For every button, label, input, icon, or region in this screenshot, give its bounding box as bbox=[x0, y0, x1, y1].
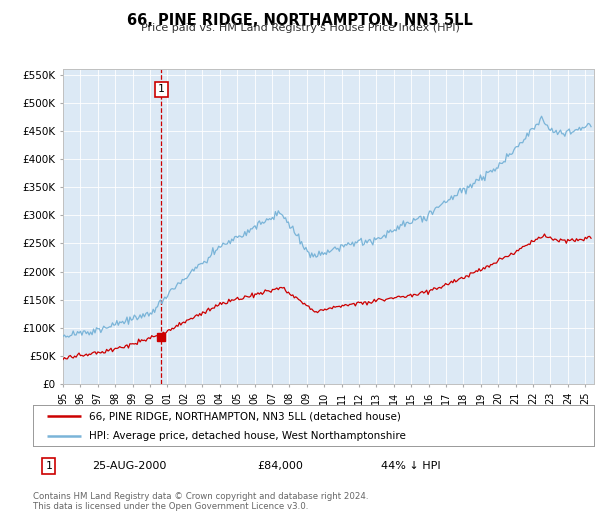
Text: 25-AUG-2000: 25-AUG-2000 bbox=[92, 461, 166, 471]
Text: Contains HM Land Registry data © Crown copyright and database right 2024.: Contains HM Land Registry data © Crown c… bbox=[33, 492, 368, 501]
Text: 1: 1 bbox=[46, 461, 52, 471]
Text: 66, PINE RIDGE, NORTHAMPTON, NN3 5LL: 66, PINE RIDGE, NORTHAMPTON, NN3 5LL bbox=[127, 13, 473, 28]
Text: 66, PINE RIDGE, NORTHAMPTON, NN3 5LL (detached house): 66, PINE RIDGE, NORTHAMPTON, NN3 5LL (de… bbox=[89, 411, 401, 421]
Text: 1: 1 bbox=[158, 84, 165, 94]
Text: HPI: Average price, detached house, West Northamptonshire: HPI: Average price, detached house, West… bbox=[89, 430, 406, 440]
Text: Price paid vs. HM Land Registry's House Price Index (HPI): Price paid vs. HM Land Registry's House … bbox=[140, 23, 460, 33]
Text: This data is licensed under the Open Government Licence v3.0.: This data is licensed under the Open Gov… bbox=[33, 502, 308, 511]
Text: £84,000: £84,000 bbox=[257, 461, 303, 471]
Text: 44% ↓ HPI: 44% ↓ HPI bbox=[381, 461, 440, 471]
